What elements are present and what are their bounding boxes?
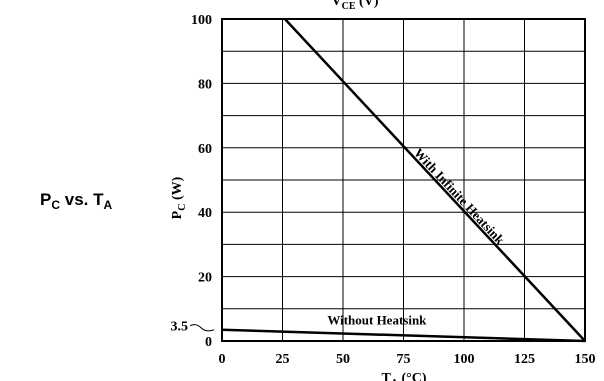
grid [221,18,586,342]
x-tick-label: 50 [336,352,350,367]
y-tick-label: 80 [198,77,212,92]
y-axis-label: PC (W) [170,176,188,219]
series-label: Without Heatsink [327,313,427,328]
y-tick-label: 0 [205,335,212,350]
y-tick-label: 40 [198,206,212,221]
plot-area [221,18,586,342]
x-tick-label: 150 [575,352,596,367]
tick-labels: 0 25 50 75 100 125 150 0 20 40 60 80 100 3.5 [171,13,596,367]
y-tick-leader [189,324,215,332]
y-tick-label: 20 [198,271,212,286]
series-line [221,328,586,343]
x-tick-label: 100 [454,352,475,367]
x-axis-label: TA (°C) [381,371,426,381]
x-tick-label: 125 [514,352,535,367]
y-tick-label-extra: 3.5 [171,320,189,335]
x-tick-label: 25 [276,352,290,367]
chart-side-title: PC vs. TA [40,190,113,212]
series-label: With Infinite Heatsink [411,145,508,248]
x-tick-label: 0 [219,352,226,367]
top-axis-label: VCE (V) [332,0,379,12]
series-line [284,18,586,342]
y-tick-label: 60 [198,142,212,157]
x-tick-label: 75 [397,352,411,367]
y-tick-label: 100 [191,13,212,28]
